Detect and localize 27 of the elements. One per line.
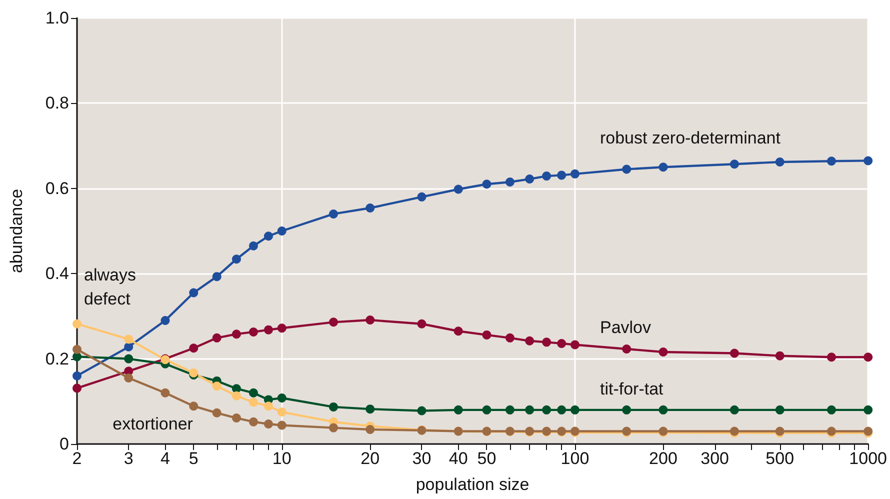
x-tick-label: 100 [560, 449, 590, 468]
y-tick-label: 0.2 [45, 349, 69, 368]
y-tick-label: 1.0 [45, 8, 69, 28]
x-tick-label: 2 [72, 449, 82, 468]
x-tick-label: 200 [649, 449, 678, 468]
series-label: Pavlov [600, 318, 652, 338]
y-tick-label: 0.8 [45, 94, 69, 113]
x-tick-label: 4 [160, 449, 170, 468]
series-label: tit-for-tat [600, 379, 664, 398]
y-axis-title: abundance [7, 188, 26, 274]
x-tick-label: 3 [124, 449, 134, 468]
x-tick-label: 30 [412, 449, 432, 468]
x-tick-label: 40 [448, 449, 468, 468]
series-label: always defect [84, 265, 136, 308]
x-tick-label: 500 [766, 449, 794, 468]
series-label: extortioner [112, 414, 194, 434]
x-tick-label: 50 [477, 449, 496, 468]
y-tick-label: 0 [60, 434, 69, 454]
x-tick-label: 1000 [849, 449, 888, 468]
y-tick-label: 0.6 [45, 178, 69, 198]
y-tick-label: 0.4 [45, 264, 69, 284]
x-tick-label: 10 [272, 449, 292, 468]
x-tick-label: 5 [188, 449, 198, 468]
x-tick-label: 300 [700, 449, 730, 468]
x-axis-title: population size [416, 475, 530, 494]
series-label: robust zero-determinant [600, 128, 781, 148]
x-tick-label: 20 [360, 449, 380, 468]
